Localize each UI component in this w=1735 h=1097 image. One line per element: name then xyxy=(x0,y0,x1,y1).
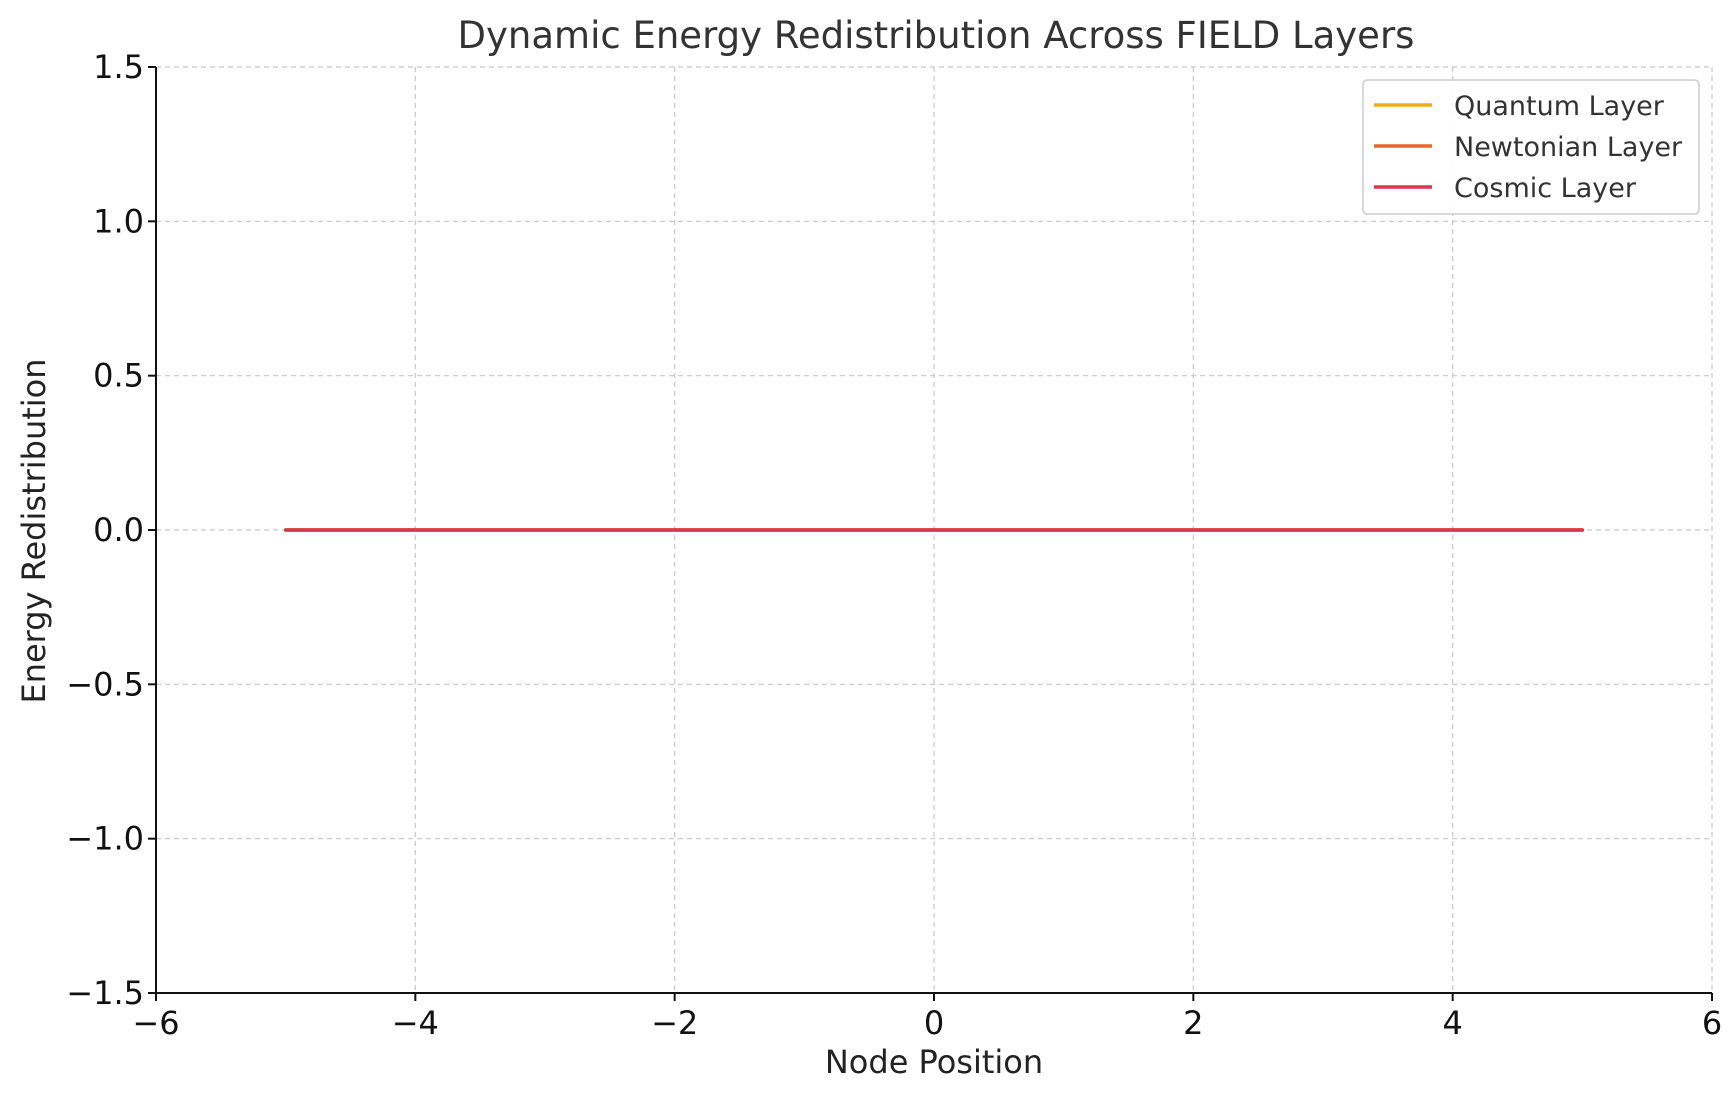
legend-label-quantum-layer: Quantum Layer xyxy=(1454,91,1665,122)
legend-frame xyxy=(1362,79,1700,215)
legend-label-cosmic-layer: Cosmic Layer xyxy=(1454,173,1637,204)
y-tick-label-4: 0.5 xyxy=(93,357,144,395)
y-axis-label: Energy Redistribution xyxy=(15,358,53,703)
y-tick-label-1: −1.0 xyxy=(66,820,144,858)
x-tick-label-6: 6 xyxy=(1702,1004,1722,1042)
x-tick-label-1: −4 xyxy=(392,1004,439,1042)
y-tick-label-5: 1.0 xyxy=(93,202,144,240)
y-tick-label-6: 1.5 xyxy=(93,48,144,86)
y-tick-label-3: 0.0 xyxy=(93,511,144,549)
chart-title: Dynamic Energy Redistribution Across FIE… xyxy=(458,14,1415,57)
x-tick-label-2: −2 xyxy=(651,1004,698,1042)
tick-labels: −6 −4 −2 0 2 4 6 −1.5 −1.0 −0.5 0.0 0.5 1.0 1.5 xyxy=(66,48,1722,1042)
x-axis-label: Node Position xyxy=(825,1043,1043,1081)
y-tick-label-2: −0.5 xyxy=(66,665,144,703)
y-tick-label-0: −1.5 xyxy=(66,974,144,1012)
x-tick-label-5: 4 xyxy=(1442,1004,1462,1042)
x-tick-label-3: 0 xyxy=(924,1004,944,1042)
x-tick-label-4: 2 xyxy=(1183,1004,1203,1042)
x-tick-label-0: −6 xyxy=(132,1004,179,1042)
axes xyxy=(148,66,1713,1001)
legend: Quantum Layer Newtonian Layer Cosmic Layer xyxy=(1362,79,1700,215)
legend-label-newtonian-layer: Newtonian Layer xyxy=(1454,132,1683,163)
